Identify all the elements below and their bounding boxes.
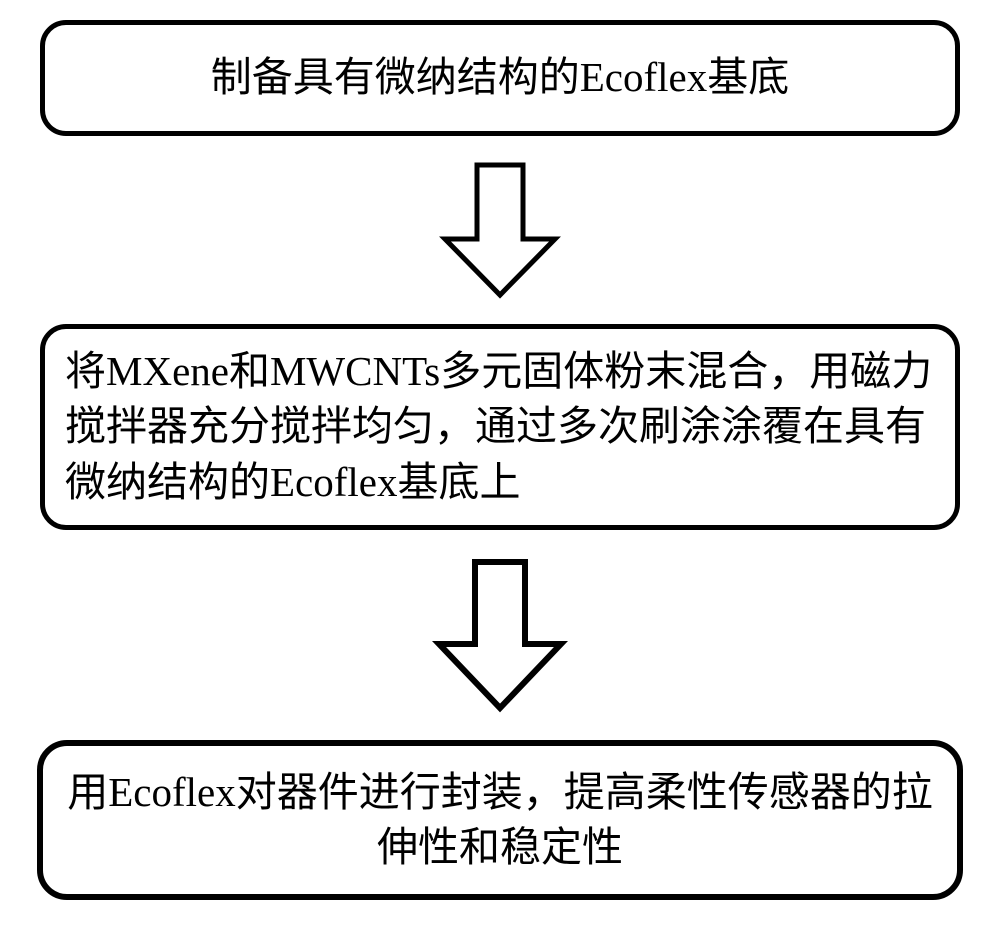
flow-step-3: 用Ecoflex对器件进行封装，提高柔性传感器的拉伸性和稳定性 <box>37 740 963 900</box>
flow-step-2-label: 将MXene和MWCNTs多元固体粉末混合，用磁力搅拌器充分搅拌均匀，通过多次刷… <box>45 344 955 510</box>
flow-step-3-label: 用Ecoflex对器件进行封装，提高柔性传感器的拉伸性和稳定性 <box>43 765 957 876</box>
flow-arrow-2 <box>420 530 580 740</box>
flow-step-1-label: 制备具有微纳结构的Ecoflex基底 <box>45 50 955 105</box>
flow-step-2: 将MXene和MWCNTs多元固体粉末混合，用磁力搅拌器充分搅拌均匀，通过多次刷… <box>40 324 960 530</box>
flow-arrow-1 <box>430 136 570 324</box>
flow-step-1: 制备具有微纳结构的Ecoflex基底 <box>40 20 960 136</box>
